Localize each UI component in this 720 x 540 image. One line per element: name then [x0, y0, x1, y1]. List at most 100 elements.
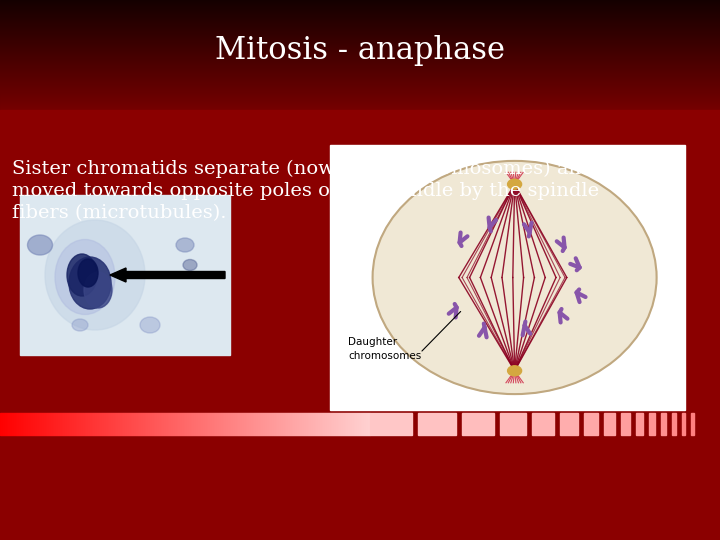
Bar: [174, 413, 175, 435]
Bar: [362, 413, 363, 435]
Bar: [30, 413, 31, 435]
Bar: [0, 8, 720, 9]
Bar: [274, 413, 275, 435]
Bar: [363, 413, 364, 435]
Bar: [32, 413, 33, 435]
Bar: [158, 413, 159, 435]
Bar: [0, 39, 720, 40]
Bar: [326, 413, 327, 435]
Bar: [327, 413, 328, 435]
Bar: [74, 413, 75, 435]
Bar: [0, 17, 720, 18]
Bar: [124, 413, 125, 435]
Bar: [151, 413, 152, 435]
Bar: [132, 413, 133, 435]
Bar: [237, 413, 238, 435]
Bar: [0, 57, 720, 58]
Bar: [277, 413, 278, 435]
Bar: [160, 413, 161, 435]
Bar: [0, 37, 720, 38]
Bar: [0, 50, 720, 51]
Bar: [0, 29, 720, 30]
Bar: [0, 80, 720, 81]
Bar: [0, 11, 720, 12]
Bar: [301, 413, 302, 435]
Bar: [78, 413, 79, 435]
Bar: [369, 413, 370, 435]
Bar: [264, 413, 265, 435]
Bar: [0, 88, 720, 89]
Bar: [190, 413, 191, 435]
Bar: [0, 53, 720, 54]
Bar: [144, 413, 145, 435]
Text: Daughter: Daughter: [348, 337, 397, 347]
Bar: [104, 413, 105, 435]
Bar: [352, 413, 353, 435]
Bar: [302, 413, 303, 435]
Bar: [141, 413, 142, 435]
Bar: [28, 413, 29, 435]
Bar: [0, 15, 720, 16]
Bar: [10, 413, 11, 435]
Bar: [0, 18, 720, 19]
Bar: [335, 413, 336, 435]
Bar: [0, 51, 720, 52]
Bar: [0, 75, 720, 76]
Bar: [25, 413, 26, 435]
Bar: [214, 413, 215, 435]
Bar: [13, 413, 14, 435]
Ellipse shape: [45, 220, 145, 330]
Bar: [98, 413, 99, 435]
Bar: [0, 33, 720, 34]
Bar: [276, 413, 277, 435]
Bar: [15, 413, 16, 435]
Bar: [0, 0, 720, 1]
Bar: [3, 413, 4, 435]
Bar: [0, 89, 720, 90]
Bar: [356, 413, 357, 435]
Text: fibers (microtubules).: fibers (microtubules).: [12, 204, 227, 222]
Bar: [0, 107, 720, 108]
Bar: [140, 413, 141, 435]
Bar: [341, 413, 342, 435]
Bar: [0, 22, 720, 23]
Bar: [0, 41, 720, 42]
Bar: [91, 413, 92, 435]
Bar: [243, 413, 244, 435]
Bar: [0, 95, 720, 96]
Bar: [661, 413, 666, 435]
Bar: [108, 413, 109, 435]
Bar: [75, 413, 76, 435]
Bar: [100, 413, 101, 435]
Bar: [256, 413, 257, 435]
Bar: [148, 413, 149, 435]
Bar: [294, 413, 295, 435]
Bar: [107, 413, 108, 435]
Bar: [0, 73, 720, 74]
Bar: [135, 413, 136, 435]
Bar: [339, 413, 340, 435]
Bar: [0, 46, 720, 47]
Bar: [90, 413, 91, 435]
Bar: [146, 413, 147, 435]
Bar: [333, 413, 334, 435]
Bar: [219, 413, 220, 435]
Bar: [0, 40, 720, 41]
Bar: [192, 413, 193, 435]
Bar: [316, 413, 317, 435]
Bar: [0, 76, 720, 77]
Bar: [65, 413, 66, 435]
Bar: [184, 413, 185, 435]
Bar: [0, 83, 720, 84]
Bar: [0, 72, 720, 73]
Bar: [93, 413, 94, 435]
Bar: [292, 413, 293, 435]
Bar: [24, 413, 25, 435]
Bar: [110, 413, 111, 435]
Bar: [0, 31, 720, 32]
Bar: [105, 413, 106, 435]
Bar: [102, 413, 103, 435]
Bar: [0, 43, 720, 44]
Bar: [63, 413, 64, 435]
Bar: [359, 413, 360, 435]
